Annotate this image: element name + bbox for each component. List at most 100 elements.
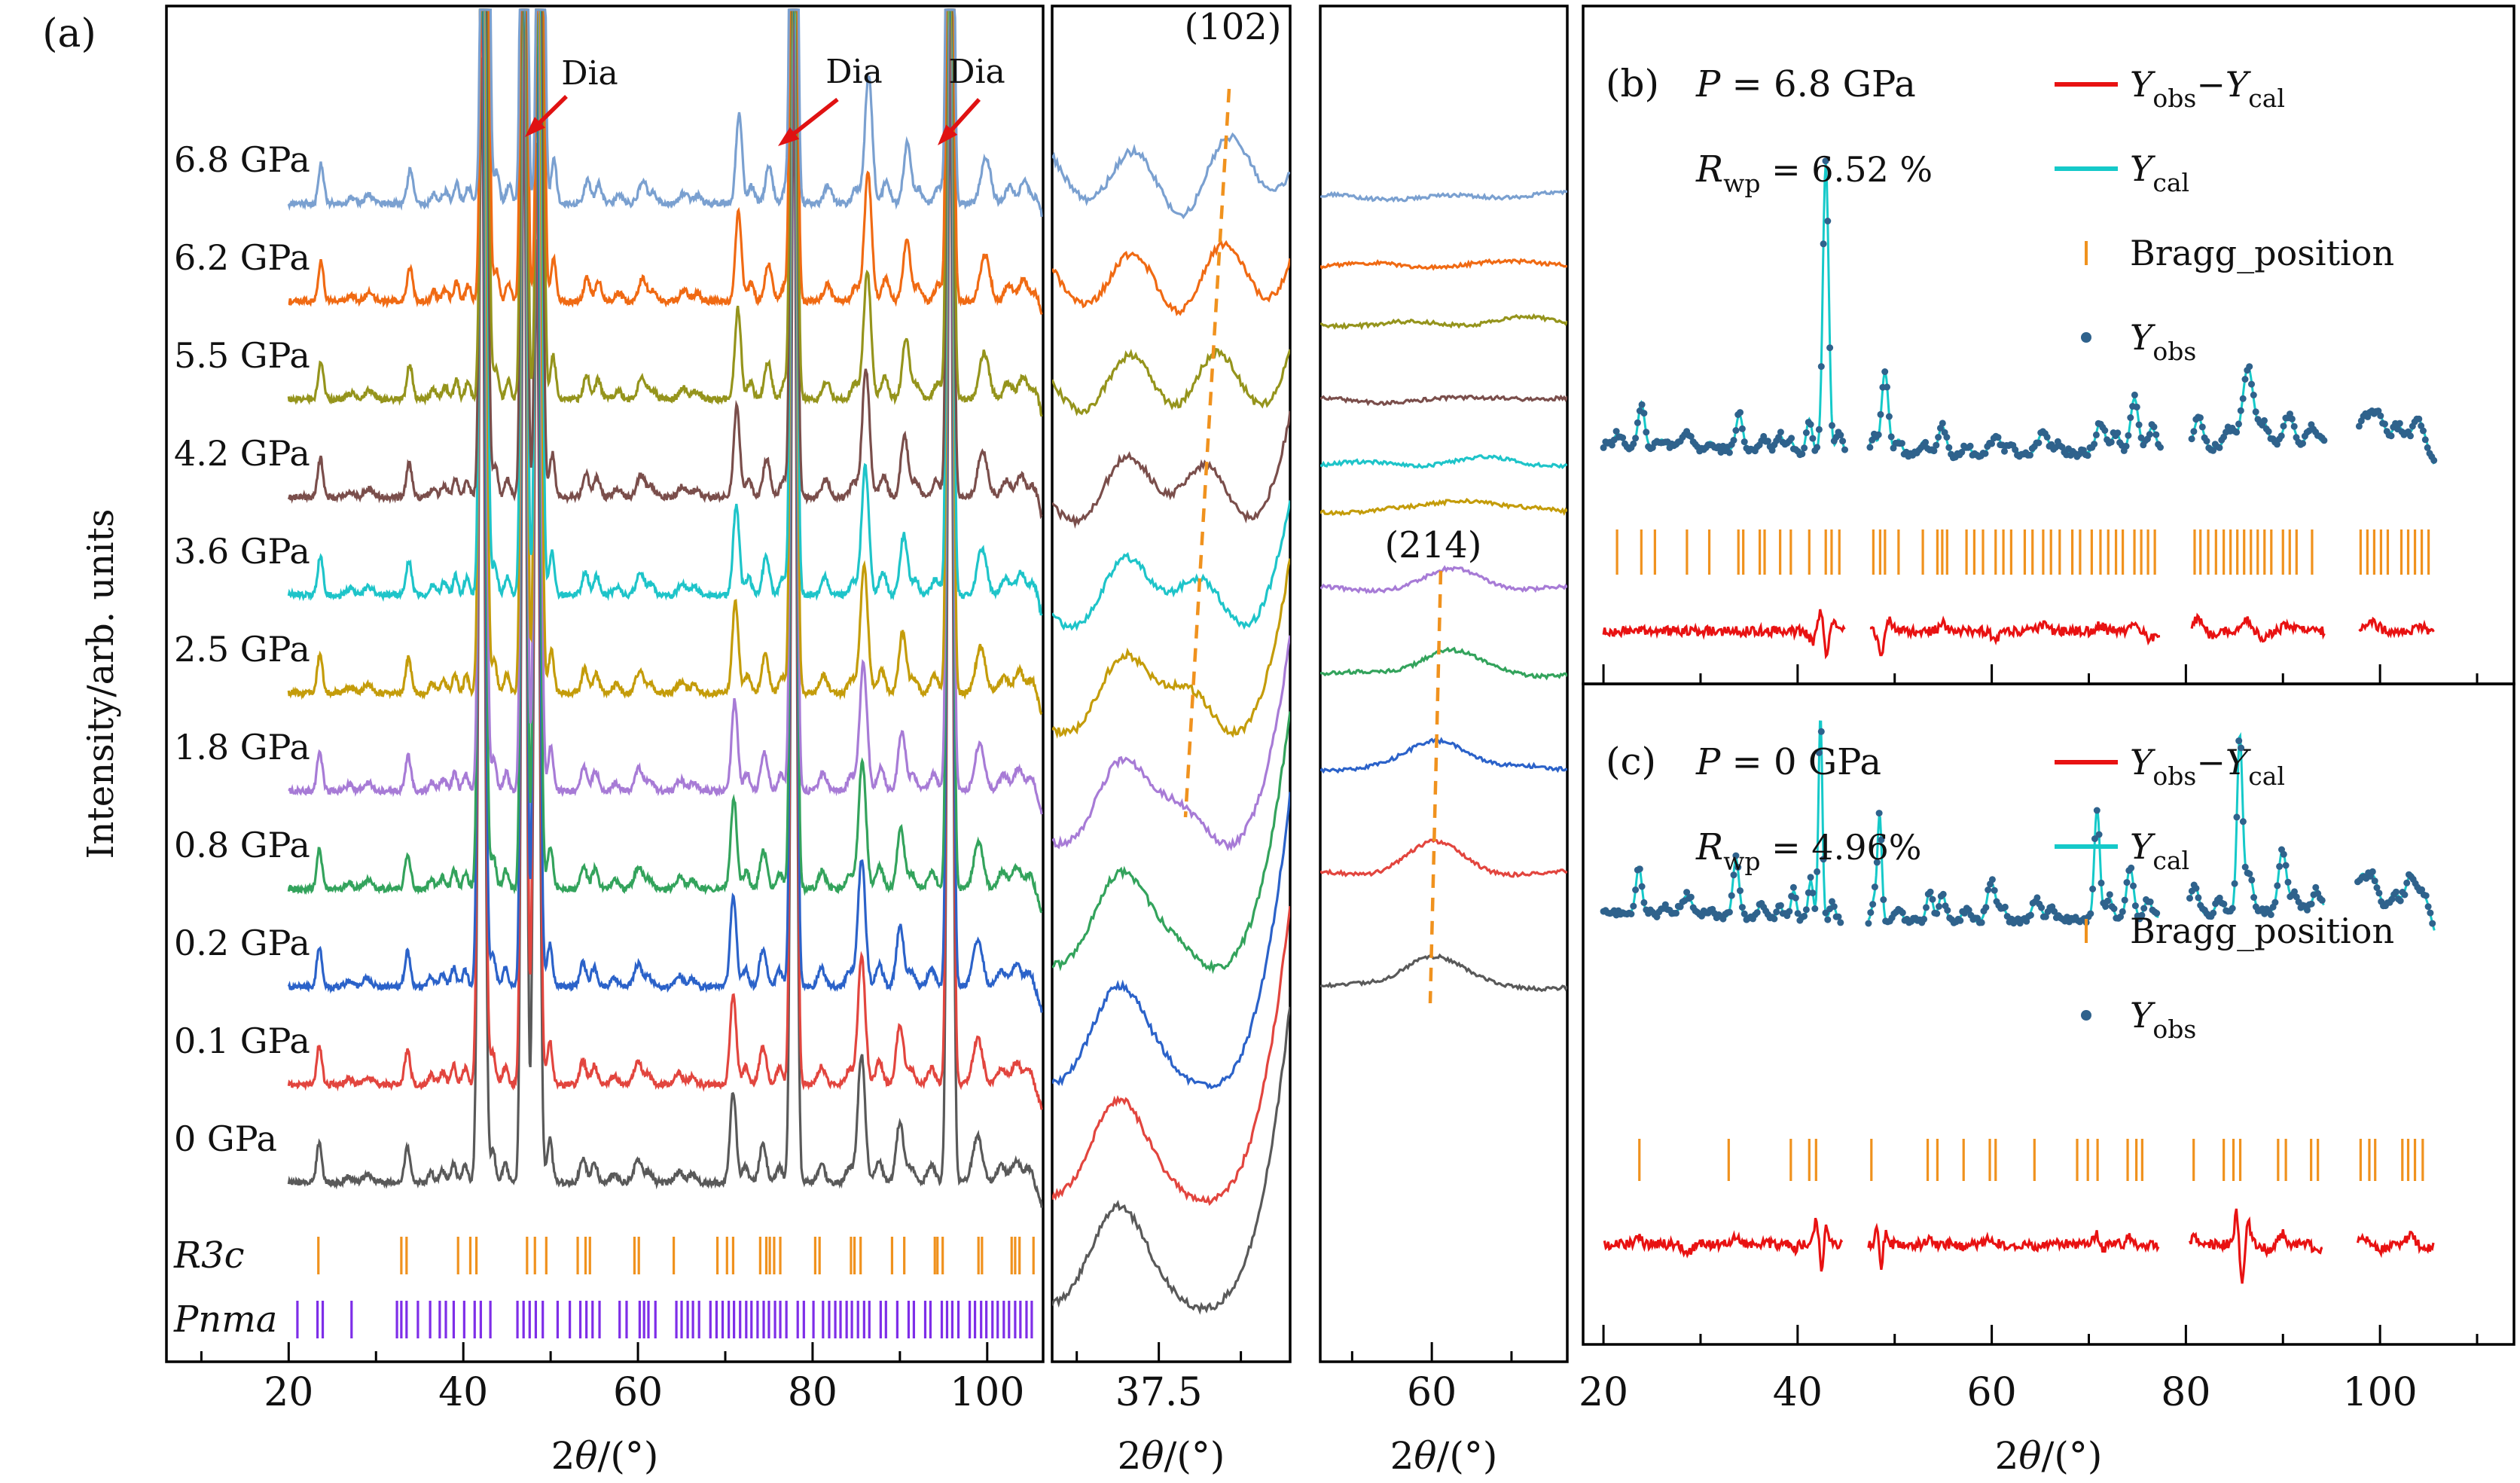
pressure-header: P = 6.8 GPa (1695, 63, 1916, 105)
panel-panel_c-label: (c) (1606, 740, 1656, 783)
xlabel-2theta: 2θ/(°) (551, 1434, 659, 1478)
pressure-label: 4.2 GPa (174, 433, 310, 474)
zoom-series-line-2.5-GPa (1052, 558, 1290, 740)
pressure-label: 5.5 GPa (174, 335, 310, 376)
pressure-label: 6.8 GPa (174, 139, 310, 180)
panel-b-frame (1582, 5, 2515, 685)
dia-arrowhead-icon (525, 117, 545, 137)
axis-tick-label: 60 (1407, 1370, 1457, 1415)
zoom-series-line-0.1-GPa (1320, 838, 1567, 878)
panel-c-frame (1582, 682, 2515, 1346)
axis-tick-label: 40 (1773, 1370, 1823, 1415)
peak-shift-guide (1428, 570, 1443, 1004)
residual-line (1602, 609, 1846, 660)
panel-panel_zoom_214-axis-ticks (1350, 1342, 1513, 1362)
dia-label: Dia (825, 53, 883, 91)
rwp-header: Rwp = 4.96% (1695, 826, 1921, 876)
dia-arrowhead-icon (778, 127, 800, 146)
dia-label: Dia (561, 54, 618, 93)
series-line-0-GPa (287, 51, 1043, 1208)
bragg-row-Pnma (296, 1301, 1033, 1338)
panel-a-frame (165, 5, 1045, 1363)
zoom-series-line-6.2-GPa (1320, 258, 1567, 271)
yobs-dots (1600, 157, 2438, 464)
panel-a-axis-ticks (200, 1342, 989, 1362)
axis-tick-label: 60 (613, 1370, 663, 1415)
residual-line (1867, 1222, 2160, 1271)
zoom-series-line-6.8-GPa (1320, 189, 1567, 203)
legend-dot-icon (2081, 1010, 2091, 1021)
residual-line (2358, 616, 2435, 639)
axis-tick-label: 100 (2343, 1370, 2418, 1415)
residual-line (2356, 1231, 2435, 1259)
zoom-series-line-3.6-GPa (1052, 500, 1290, 631)
zoom-series-line-1.8-GPa (1052, 635, 1290, 852)
panel-a-label: (a) (42, 11, 96, 56)
bragg-ticks (1638, 1139, 2424, 1181)
legend-label: Yobs−Ycal (2130, 64, 2285, 113)
series-line-2.5-GPa (287, 8, 1043, 716)
dia-arrow-icon (534, 95, 568, 128)
legend-label: Yobs−Ycal (2130, 742, 2285, 791)
legend-label: Bragg_position (2130, 233, 2394, 273)
series-line-3.6-GPa (287, 8, 1043, 616)
legend-label: Ycal (2130, 826, 2189, 875)
series-line-0.8-GPa (287, 8, 1043, 914)
dia-arrowhead-icon (938, 124, 958, 145)
legend-label: Yobs (2130, 995, 2196, 1044)
zoom-series-line-0-GPa (1052, 1006, 1290, 1315)
annotation-214: (214) (1384, 524, 1481, 566)
pressure-label: 0.2 GPa (174, 923, 310, 963)
panel-panel_b-label: (b) (1606, 62, 1659, 105)
axis-tick-label: 20 (264, 1370, 313, 1415)
zoom-series-line-0.1-GPa (1052, 905, 1290, 1207)
panel-panel_zoom_102-series (1052, 132, 1290, 1315)
phase-label-R3c: R3c (173, 1234, 245, 1277)
phase-label-Pnma: Pnma (173, 1298, 277, 1341)
series-line-0.2-GPa (287, 8, 1043, 1013)
pressure-label: 6.2 GPa (174, 237, 310, 278)
zoom-series-line-4.2-GPa (1052, 410, 1290, 529)
zoom-series-line-0-GPa (1320, 953, 1567, 993)
zoom-series-line-0.8-GPa (1052, 711, 1290, 975)
panel-panel_c-data (1600, 720, 2436, 1284)
legend-label: Ycal (2130, 148, 2189, 197)
bragg-ticks (1615, 529, 2430, 575)
pressure-header: P = 0 GPa (1695, 741, 1881, 783)
residual-line (2189, 1208, 2323, 1284)
pressure-label: 2.5 GPa (174, 629, 310, 670)
dia-arrow-icon (789, 97, 839, 139)
panel-panel_zoom_214-series (1320, 189, 1567, 993)
residual-line (1869, 615, 2161, 657)
legend-label: Bragg_position (2130, 911, 2394, 951)
panel-panel_c-axis-ticks (1602, 1325, 2479, 1344)
zoom-series-line-2.5-GPa (1320, 497, 1567, 517)
series-line-0.1-GPa (287, 8, 1043, 1110)
axis-tick-label: 100 (950, 1370, 1024, 1415)
legend-dot-icon (2081, 332, 2091, 343)
pressure-label: 0.8 GPa (174, 825, 310, 865)
panel-panel_b-axis-ticks (1602, 664, 2479, 684)
zoom-series-line-6.8-GPa (1052, 132, 1290, 220)
legend-label: Yobs (2130, 317, 2196, 366)
zoom-series-line-0.8-GPa (1320, 646, 1567, 681)
xlabel-2theta: 2θ/(°) (1390, 1434, 1498, 1478)
series-line-4.2-GPa (287, 8, 1043, 520)
residual-line (2190, 612, 2326, 643)
zoom-series-line-0.2-GPa (1320, 737, 1567, 774)
zoom-series-line-4.2-GPa (1320, 394, 1567, 407)
axis-tick-label: 60 (1967, 1370, 2017, 1415)
zoom-series-line-5.5-GPa (1052, 347, 1290, 417)
pressure-label: 1.8 GPa (174, 727, 310, 767)
yobs-dots (1600, 728, 2436, 927)
bragg-row-R3c (317, 1237, 1035, 1274)
zoom-series-line-3.6-GPa (1320, 454, 1567, 469)
panel-zoom102-frame (1051, 5, 1292, 1363)
peak-shift-guide (1183, 88, 1231, 818)
pressure-label: 0.1 GPa (174, 1021, 310, 1061)
axis-tick-label: 40 (438, 1370, 488, 1415)
residual-line (1603, 1217, 1844, 1272)
panel-zoom214-frame (1319, 5, 1569, 1363)
